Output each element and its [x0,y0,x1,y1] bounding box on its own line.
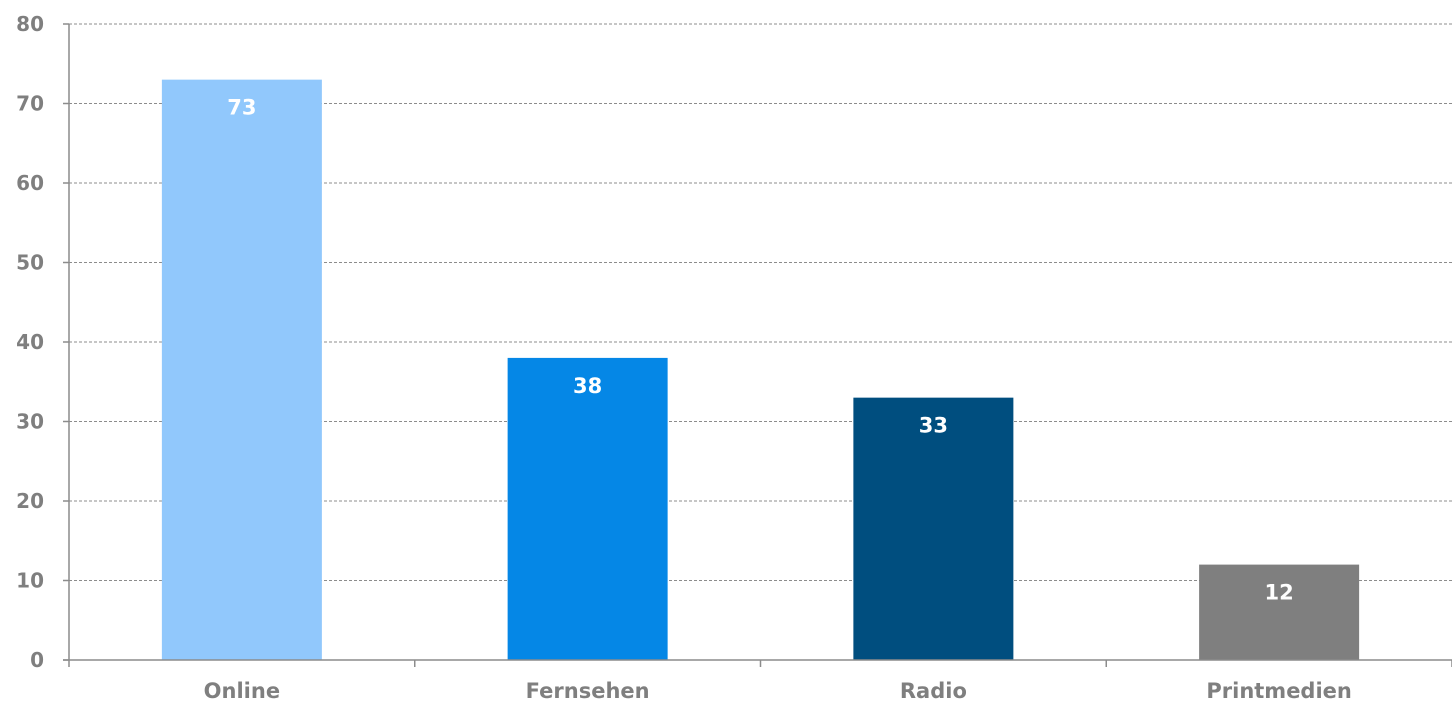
y-tick-label: 10 [16,569,44,593]
category-label-online: Online [204,679,280,702]
y-tick-label: 0 [30,648,44,672]
y-tick-label: 70 [16,92,44,116]
category-label-radio: Radio [900,679,967,702]
data-label-radio: 33 [919,414,948,438]
data-label-printmedien: 12 [1265,581,1294,605]
bars [161,79,1360,660]
y-tick-label: 80 [16,12,44,36]
y-tick-label: 50 [16,251,44,275]
y-tick-label: 20 [16,489,44,513]
bar-printmedien [1199,564,1360,660]
data-labels: 73 38 33 12 [227,96,1293,605]
data-label-fernsehen: 38 [573,374,602,398]
y-tick-label: 40 [16,330,44,354]
y-tick-label: 60 [16,171,44,195]
bar-fernsehen [507,357,668,660]
category-label-fernsehen: Fernsehen [526,679,650,702]
category-label-printmedien: Printmedien [1206,679,1351,702]
y-tick-label: 30 [16,410,44,434]
bar-radio [853,397,1014,660]
data-label-online: 73 [227,96,256,120]
bar-online [161,79,322,660]
x-axis-category-labels: Online Fernsehen Radio Printmedien [204,679,1352,702]
axes [63,23,1452,667]
y-axis-tick-labels: 0 10 20 30 40 50 60 70 80 [16,12,44,672]
